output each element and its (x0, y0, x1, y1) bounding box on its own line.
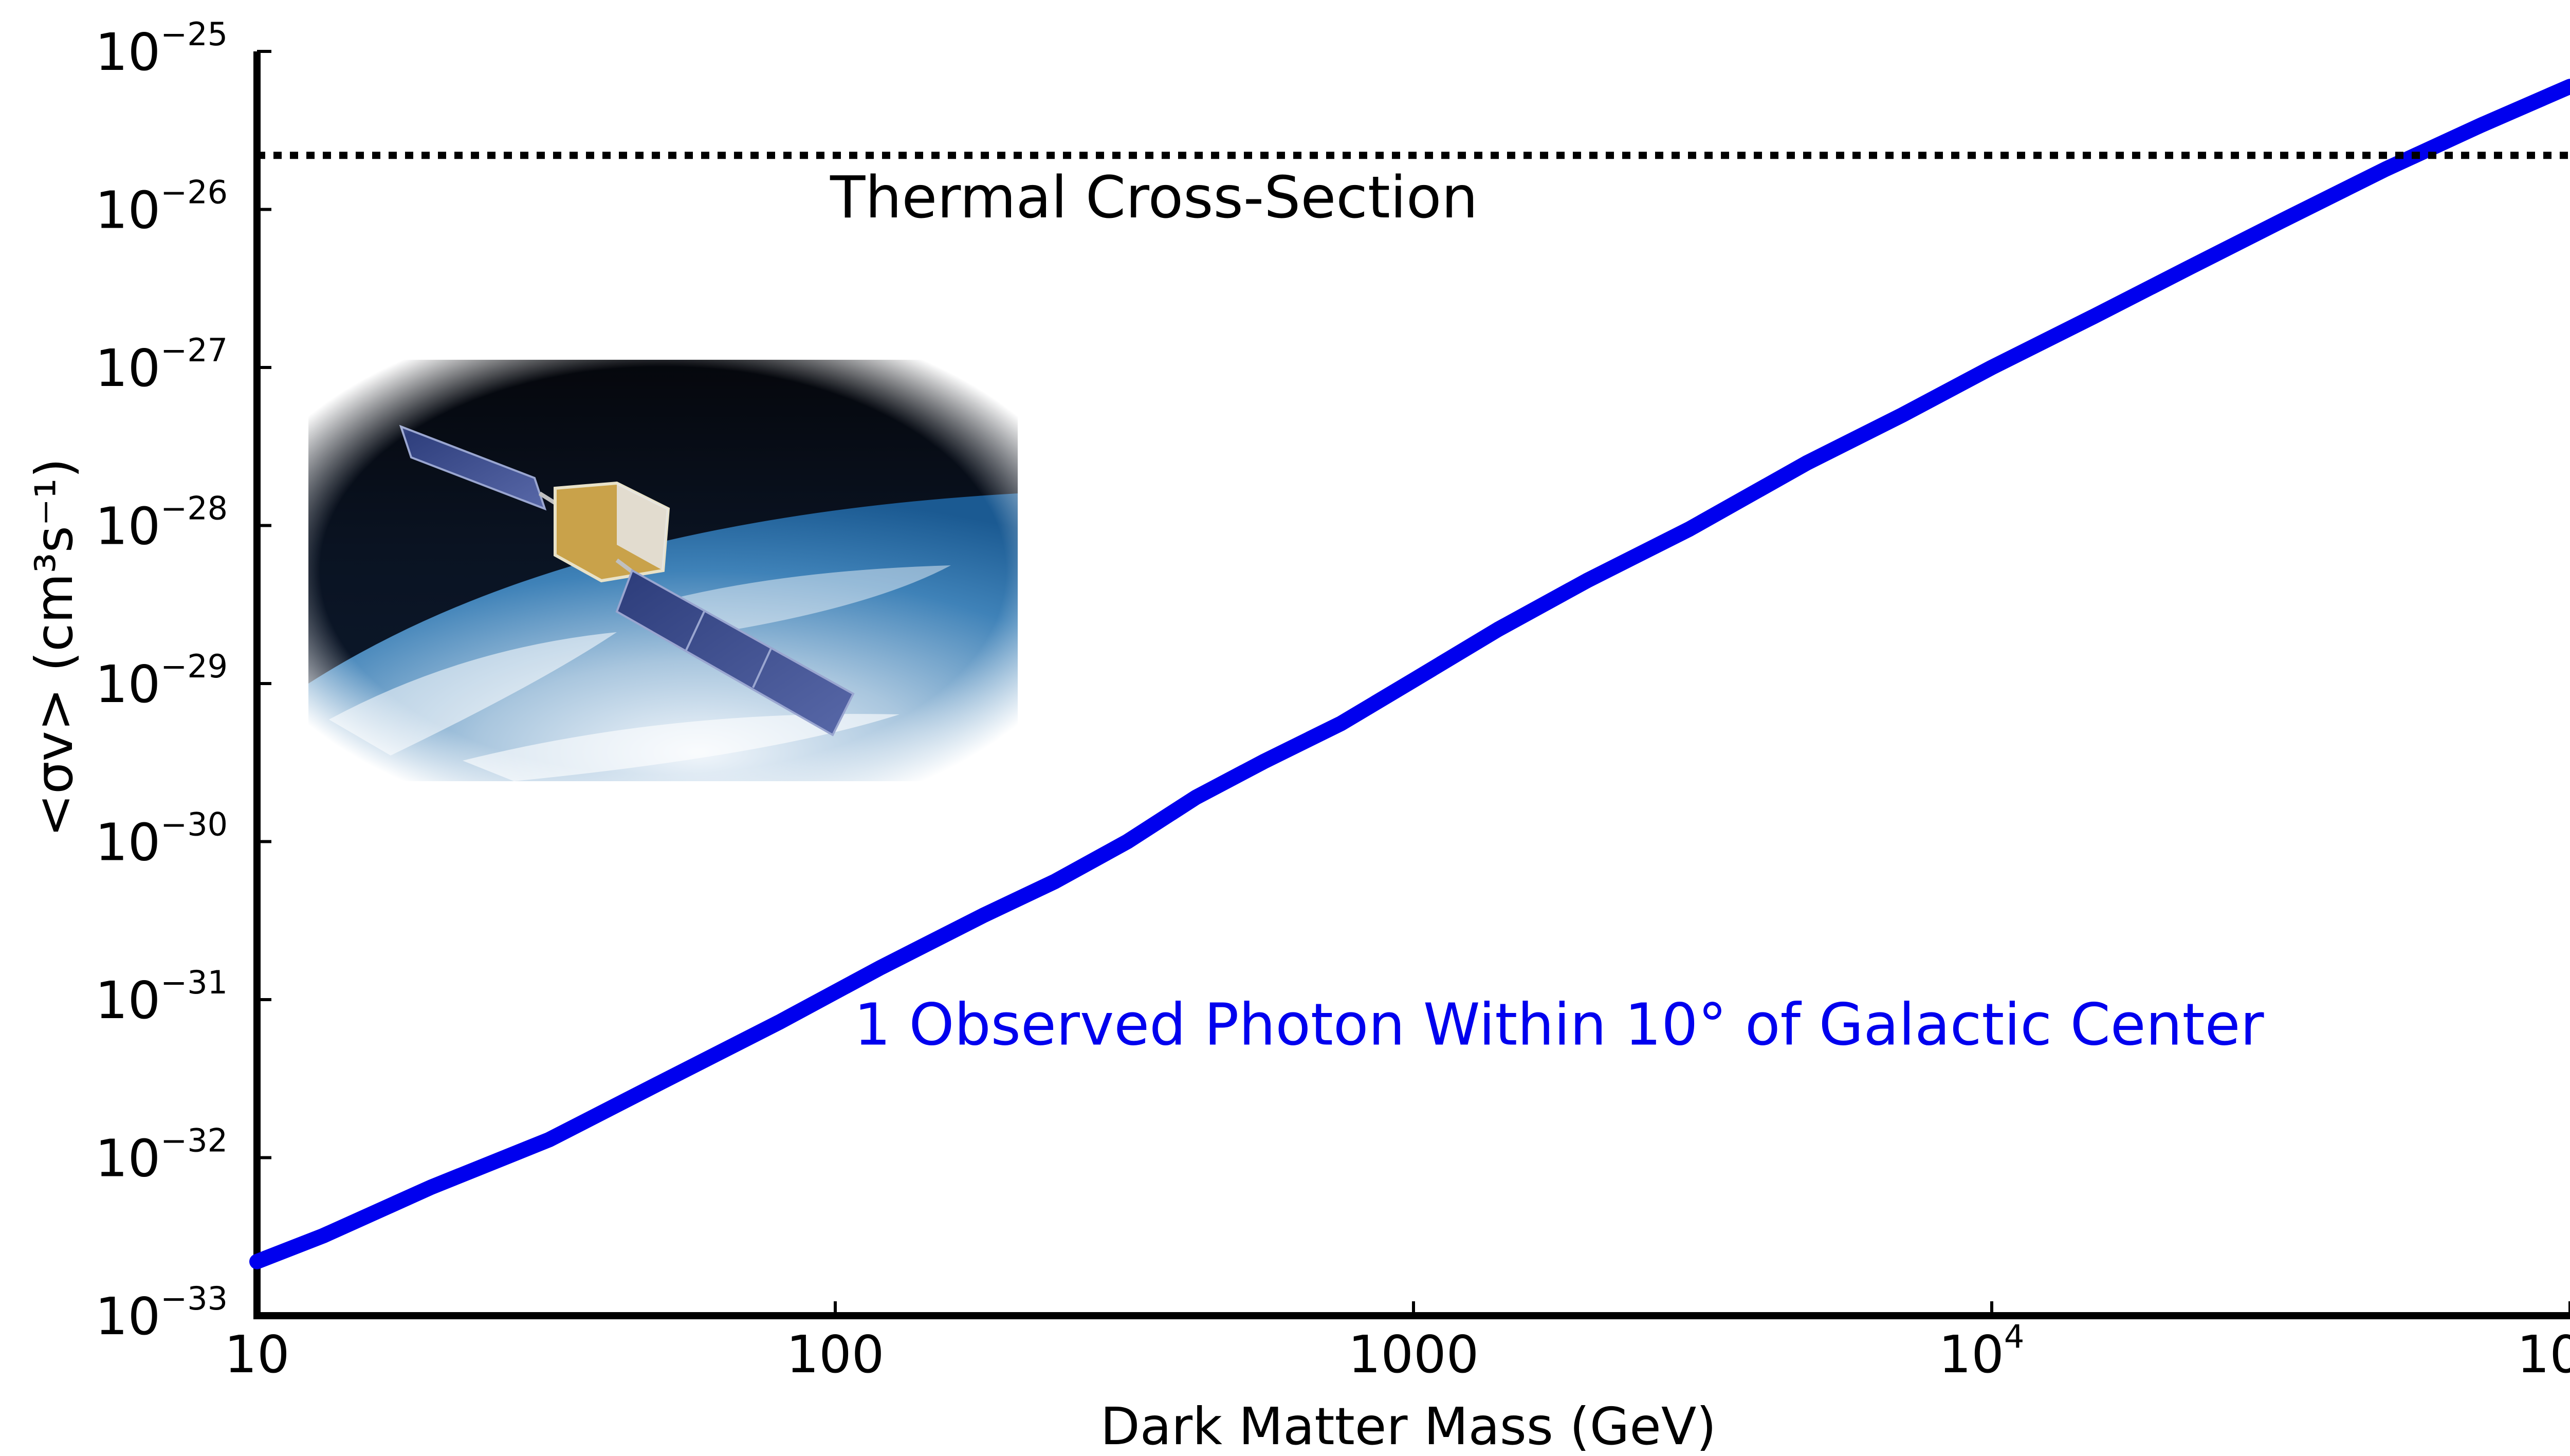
x-tick-label: 104 (1939, 1318, 2025, 1385)
y-tick-label: 10−32 (95, 1122, 228, 1189)
y-tick-label: 10−30 (95, 806, 228, 873)
x-tick-label: 105 (2517, 1318, 2570, 1385)
y-tick-label: 10−33 (95, 1280, 228, 1347)
x-axis-label: Dark Matter Mass (GeV) (1100, 1396, 1717, 1453)
photon-limit-line (249, 79, 2570, 1269)
y-tick-exponent: −26 (160, 174, 228, 211)
satellite-inset-image (308, 360, 1018, 781)
x-tick-label: 10 (224, 1324, 289, 1385)
y-tick-exponent: −25 (160, 15, 228, 53)
y-tick-label: 10−26 (95, 174, 228, 241)
y-tick-exponent: −32 (160, 1122, 228, 1159)
y-axis-label: <σv> (cm³s⁻¹) (24, 458, 84, 837)
y-tick-exponent: −27 (160, 331, 228, 369)
annotation-label: Thermal Cross-Section (830, 164, 1478, 231)
x-tick-label: 100 (786, 1324, 885, 1385)
y-tick-exponent: −28 (160, 490, 228, 527)
y-tick-exponent: −33 (160, 1280, 228, 1317)
satellite-icon (399, 425, 855, 736)
y-tick-label: 10−28 (95, 490, 228, 557)
y-tick-label: 10−29 (95, 648, 228, 714)
y-tick-exponent: −30 (160, 806, 228, 843)
y-tick-label: 10−27 (95, 331, 228, 398)
y-tick-label: 10−31 (95, 964, 228, 1030)
annotation-label: 1 Observed Photon Within 10° of Galactic… (854, 992, 2265, 1059)
y-tick-exponent: −29 (160, 648, 228, 685)
y-tick-label: 10−25 (95, 15, 228, 82)
y-tick-exponent: −31 (160, 964, 228, 1001)
x-tick-label: 1000 (1348, 1324, 1479, 1385)
x-tick-exponent: 4 (2004, 1318, 2024, 1355)
